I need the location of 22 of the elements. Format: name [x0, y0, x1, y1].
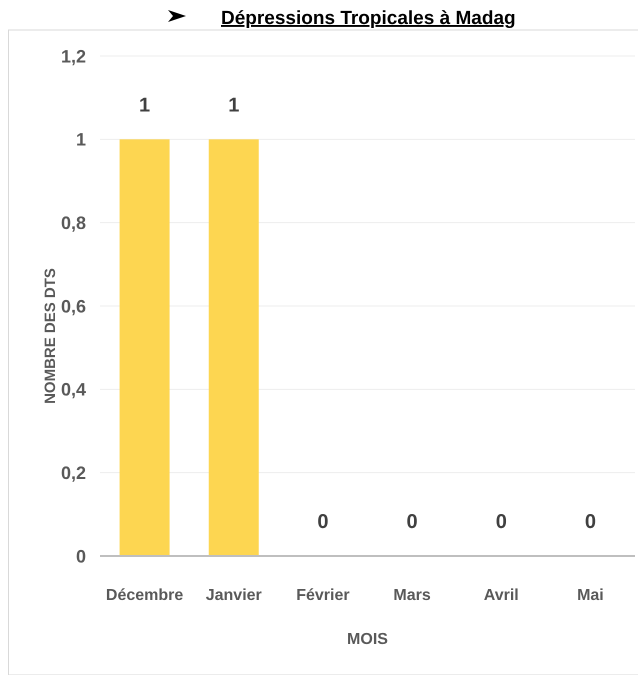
- x-tick-label: Décembre: [106, 587, 184, 604]
- data-label: 1: [139, 94, 150, 116]
- y-tick-label: 0: [76, 546, 86, 566]
- x-tick-label: Février: [296, 587, 350, 604]
- y-tick-label: 0,6: [60, 296, 86, 316]
- chart-title: Dépressions Tropicales à Madag: [221, 8, 516, 29]
- x-tick-label: Avril: [484, 587, 519, 604]
- y-tick-label: 0,2: [60, 462, 86, 483]
- y-tick-label: 0,8: [60, 212, 86, 233]
- x-tick-label: Janvier: [206, 587, 262, 604]
- data-label: 1: [228, 94, 240, 116]
- y-tick-label: 1: [76, 130, 86, 150]
- data-label: 0: [584, 511, 596, 533]
- y-tick-label: 0,4: [60, 380, 86, 400]
- data-label: 0: [406, 511, 418, 533]
- x-axis-title: MOIS: [347, 631, 388, 648]
- x-tick-label: Mai: [577, 587, 604, 604]
- y-tick-label: 1,2: [60, 46, 86, 66]
- data-label: 0: [317, 511, 328, 533]
- y-axis-title: NOMBRE DES DTS: [42, 268, 59, 404]
- x-tick-label: Mars: [393, 587, 431, 604]
- data-label: 0: [496, 511, 507, 533]
